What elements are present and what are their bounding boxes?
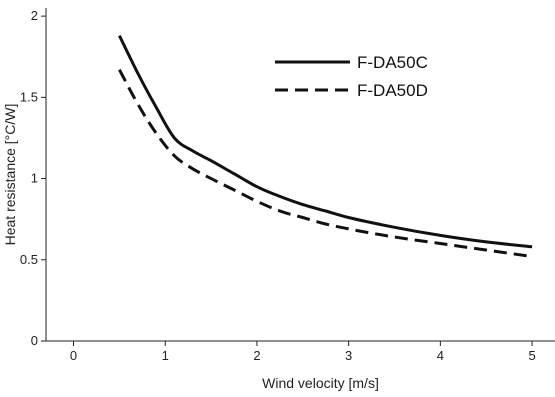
series-layer <box>118 34 533 258</box>
x-tick-label: 5 <box>528 348 535 363</box>
x-tick-label: 1 <box>162 348 169 363</box>
y-tick-label: 1.5 <box>20 89 38 104</box>
legend-label-f-da50d: F-DA50D <box>357 81 428 100</box>
y-tick-label: 0.5 <box>20 252 38 267</box>
y-tick-label: 2 <box>31 8 38 23</box>
x-tick-label: 4 <box>437 348 444 363</box>
y-axis-ticks: 0 0.5 1 1.5 2 <box>20 8 46 348</box>
series-line-f-da50c <box>118 34 533 249</box>
x-tick-label: 0 <box>70 348 77 363</box>
legend: F-DA50C F-DA50D <box>275 53 428 100</box>
legend-label-f-da50c: F-DA50C <box>357 53 428 72</box>
y-tick-label: 0 <box>31 333 38 348</box>
x-axis-ticks: 0 1 2 3 4 5 <box>70 341 536 363</box>
x-tick-label: 3 <box>345 348 352 363</box>
y-tick-label: 1 <box>31 171 38 186</box>
x-tick-label: 2 <box>253 348 260 363</box>
plot-frame <box>45 8 555 342</box>
series-line-f-da50d <box>118 68 533 258</box>
x-axis-title: Wind velocity [m/s] <box>262 375 379 391</box>
y-axis-title: Heat resistance [°C/W] <box>2 104 18 246</box>
